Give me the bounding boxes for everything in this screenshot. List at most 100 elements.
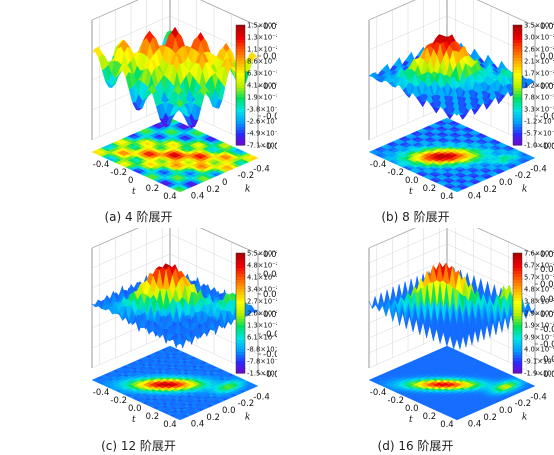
colorbar-tick-label: 6.1×10⁻³ xyxy=(247,333,277,341)
z-tick-label: 0.00 xyxy=(540,82,554,92)
colorbar-tick-label: 5.5×10⁻² xyxy=(247,249,277,257)
colorbar-tick-label: -7.8×10⁻³ xyxy=(247,357,277,365)
surface-mesh xyxy=(91,26,259,129)
k-axis-ticks: 0.40.20.0-0.2-0.4 xyxy=(191,392,270,429)
k-tick-label: -0.2 xyxy=(515,171,532,181)
t-axis-label: t xyxy=(409,187,413,197)
k-axis-ticks: 0.40.20.0-0.2-0.4 xyxy=(468,164,547,201)
t-tick-label: 0.0 xyxy=(128,404,142,414)
k-tick-label: 0.0 xyxy=(499,406,513,416)
k-tick-label: -0.4 xyxy=(530,392,547,402)
k-tick-label: 0.2 xyxy=(483,413,497,423)
z-tick-label: 0.04 xyxy=(263,270,277,280)
t-tick-label: 0 xyxy=(128,176,133,186)
colorbar-tick-label: 3.5×10⁻² xyxy=(524,21,554,29)
colorbar-tick-label: 6.3×10⁻³ xyxy=(247,69,277,77)
z-tick-label: 0.02 xyxy=(540,52,554,62)
t-tick-label: -0.4 xyxy=(93,388,110,398)
colorbar-tick-label: 4.8×10⁻² xyxy=(247,261,277,269)
k-tick-label: -0.4 xyxy=(253,392,270,402)
colorbar: 7.6×10⁻² 6.7×10⁻² 5.7×10⁻² 4.8×10⁻² 3.8×10⁻²… xyxy=(512,249,554,377)
z-tick-label: 0.00 xyxy=(263,310,277,320)
t-tick-label: 0.4 xyxy=(440,420,454,430)
z-tick-label: 0.04 xyxy=(540,280,554,290)
colorbar-tick-label: 6.7×10⁻² xyxy=(524,261,554,269)
colorbar-tick-label: -9.1×10⁻³ xyxy=(524,357,554,365)
colorbar-tick-label: 2.0×10⁻² xyxy=(247,309,277,317)
t-axis-ticks: -0.4-0.20.0 0.20.4 xyxy=(370,388,454,430)
z-tick-label: 0.00 xyxy=(263,82,277,92)
z-tick-label: -0.02 xyxy=(263,330,277,340)
t-tick-label: -0.4 xyxy=(93,160,110,170)
z-axis-ticks: 0.02 0.01 0.00 -0.01 -0.02 xyxy=(258,22,277,152)
k-tick-label: 0.4 xyxy=(191,192,205,202)
caption-d: (d) 16 阶展开 xyxy=(377,439,454,453)
k-tick-label: 0.0 xyxy=(222,406,236,416)
colorbar-tick-label: 3.8×10⁻² xyxy=(524,297,554,305)
caption-b: (b) 8 阶展开 xyxy=(381,210,450,224)
t-axis-ticks: -0.4-0.20.0 0.20.4 xyxy=(370,160,454,202)
k-tick-label: 0.0 xyxy=(499,178,513,188)
k-tick-label: -0.4 xyxy=(253,164,270,174)
colorbar: 5.5×10⁻² 4.8×10⁻² 4.1×10⁻² 3.4×10⁻² 2.7×10⁻²… xyxy=(235,249,277,377)
z-tick-label: -0.01 xyxy=(263,112,277,122)
surface-mesh xyxy=(91,263,259,349)
colorbar-tick-label: 1.3×10⁻² xyxy=(247,321,277,329)
colorbar-tick-label: 4.0×10⁻⁴ xyxy=(524,345,554,353)
t-tick-label: 0.2 xyxy=(423,412,437,422)
z-axis-ticks: 0.06 0.04 0.02 0.00 -0.02 -0.04 -0.06 xyxy=(258,250,277,380)
colorbar-tick-label: 1.2×10⁻² xyxy=(524,81,554,89)
surface-mesh xyxy=(368,262,536,350)
k-tick-label: -0.2 xyxy=(238,399,255,409)
z-tick-label: -0.06 xyxy=(540,355,554,365)
z-tick-label: -0.08 xyxy=(540,370,554,380)
chart-panel-c: 0.060.040.020.00-0.02-0.04-0.06-0.4-0.20… xyxy=(0,228,277,455)
t-tick-label: 0.2 xyxy=(146,184,160,194)
k-tick-label: -0.2 xyxy=(238,171,255,181)
colorbar-tick-label: 2.7×10⁻² xyxy=(247,297,277,305)
t-axis-label: t xyxy=(132,415,136,425)
z-axis-ticks: 0.08 0.06 0.04 0.02 0.00 -0.02 -0.04 -0.06 -0.08 xyxy=(535,250,554,380)
z-tick-label: -0.02 xyxy=(263,142,277,152)
k-tick-label: 0.4 xyxy=(468,192,482,202)
colorbar-tick-label: -8.8×10⁻⁴ xyxy=(247,345,277,353)
colorbar-tick-label: 1.9×10⁻³ xyxy=(247,93,277,101)
z-tick-label: -0.02 xyxy=(540,325,554,335)
colorbar-tick-label: -3.8×10⁻⁴ xyxy=(247,105,277,113)
colorbar-tick-label: -1.0×10⁻² xyxy=(524,141,554,149)
k-axis-ticks: 0.40.20 -0.2-0.4 xyxy=(191,164,270,201)
t-tick-label: -0.4 xyxy=(370,388,387,398)
colorbar: 1.5×10⁻² 1.3×10⁻² 1.1×10⁻² 8.6×10⁻³ 6.3×10⁻³… xyxy=(235,21,277,149)
k-tick-label: 0 xyxy=(222,178,227,188)
k-axis-label: k xyxy=(522,412,527,422)
z-tick-label: 0.04 xyxy=(540,22,554,32)
colorbar-tick-label: 3.0×10⁻² xyxy=(524,33,554,41)
z-tick-label: -0.02 xyxy=(540,112,554,122)
caption-c: (c) 12 阶展开 xyxy=(101,439,176,453)
colorbar-tick-label: 2.9×10⁻² xyxy=(524,309,554,317)
colorbar-tick-label: 4.1×10⁻³ xyxy=(247,81,277,89)
t-tick-label: 0.2 xyxy=(423,184,437,194)
z-tick-label: -0.04 xyxy=(540,142,554,152)
k-tick-label: 0.4 xyxy=(191,420,205,430)
k-tick-label: 0.2 xyxy=(206,413,220,423)
colorbar-tick-label: 9.9×10⁻³ xyxy=(524,333,554,341)
k-axis-label: k xyxy=(522,184,527,194)
t-tick-label: -0.2 xyxy=(387,168,404,178)
colorbar-tick-label: -2.6×10⁻³ xyxy=(247,117,277,125)
t-tick-label: -0.2 xyxy=(110,168,127,178)
surface-plot-svg: 0.04 0.02 0.00 -0.02 -0.04 -0.4-0.20.00.20.4t… xyxy=(368,0,554,202)
z-tick-label: 0.06 xyxy=(263,250,277,260)
colorbar-tick-label: -1.2×10⁻³ xyxy=(524,117,554,125)
colorbar-tick-label: 3.3×10⁻³ xyxy=(524,105,554,113)
z-tick-label: 0.02 xyxy=(540,295,554,305)
colorbar-tick-label: 1.1×10⁻² xyxy=(247,45,277,53)
colorbar-tick-label: -5.7×10⁻³ xyxy=(524,129,554,137)
z-tick-label: -0.04 xyxy=(540,340,554,350)
colorbar-tick-label: -7.1×10⁻³ xyxy=(247,141,277,149)
t-tick-label: 0.4 xyxy=(163,192,177,202)
z-tick-label: -0.06 xyxy=(263,370,277,380)
k-tick-label: -0.2 xyxy=(515,399,532,409)
chart-panel-b: 0.04 0.02 0.00 -0.02 -0.04 -0.4-0.20.00.20.4t… xyxy=(277,0,554,227)
t-tick-label: 0.2 xyxy=(146,412,160,422)
